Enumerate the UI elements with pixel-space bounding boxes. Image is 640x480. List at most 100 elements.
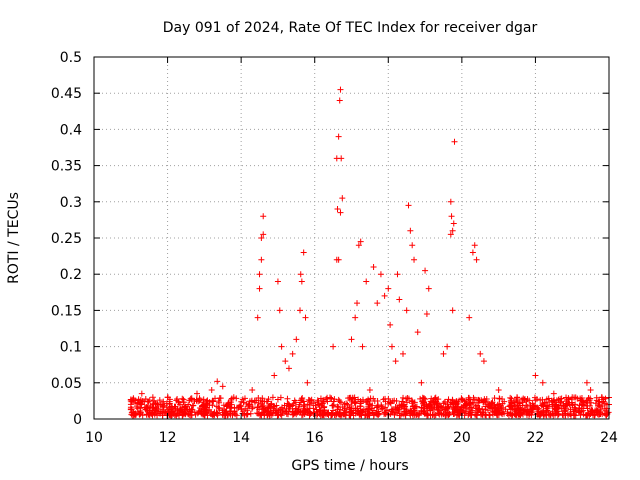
data-point [405, 202, 412, 209]
data-point [598, 394, 605, 401]
background-point [438, 411, 445, 418]
background-point [498, 404, 505, 411]
background-point [166, 401, 173, 408]
background-point [156, 397, 163, 404]
data-point [315, 401, 322, 408]
background-point [283, 405, 290, 412]
data-point [304, 379, 311, 386]
background-point [523, 397, 530, 404]
data-point [258, 235, 265, 241]
background-point [292, 399, 299, 406]
background-point [136, 399, 143, 406]
background-point [433, 400, 440, 407]
data-point [469, 249, 476, 256]
background-point [562, 402, 569, 409]
background-point [336, 398, 343, 405]
background-point [529, 400, 536, 407]
background-point [127, 404, 134, 411]
grid-lines [94, 57, 609, 419]
background-point [461, 398, 468, 405]
y-tick-label: 0.35 [51, 159, 82, 175]
x-tick-label: 18 [379, 430, 397, 446]
background-point [146, 410, 153, 417]
background-point [196, 397, 203, 404]
background-point [393, 398, 400, 405]
background-point [450, 410, 457, 417]
data-point [256, 271, 263, 278]
background-point [413, 403, 420, 410]
background-point [139, 412, 146, 419]
background-point [567, 412, 574, 419]
background-point [181, 404, 188, 411]
background-point [499, 396, 506, 403]
background-point [329, 402, 336, 409]
background-point [211, 409, 218, 416]
background-point [183, 404, 190, 411]
data-point [550, 390, 557, 397]
background-point [453, 401, 460, 408]
background-point [563, 405, 570, 412]
background-point [375, 410, 382, 417]
background-point [479, 411, 486, 418]
background-point [499, 410, 506, 417]
background-point [160, 406, 167, 413]
background-point [149, 412, 156, 419]
background-point [214, 410, 221, 417]
background-point [465, 396, 472, 403]
data-point [409, 242, 416, 249]
background-point [409, 398, 416, 405]
background-point [364, 398, 371, 405]
background-point [191, 409, 198, 416]
background-point [241, 395, 248, 402]
background-point [424, 410, 431, 417]
background-point [420, 395, 427, 402]
data-point [569, 394, 576, 401]
background-point [180, 399, 187, 406]
background-point [479, 412, 486, 419]
background-point [385, 395, 392, 402]
background-point [362, 412, 369, 419]
data-point [254, 314, 261, 321]
background-point [298, 396, 305, 403]
data-point [352, 314, 359, 321]
background-point [219, 409, 226, 416]
background-point [185, 401, 192, 408]
data-point [260, 213, 267, 220]
y-tick-label: 0.5 [60, 50, 82, 66]
data-point [422, 267, 429, 274]
background-point [491, 395, 498, 402]
background-point [523, 410, 530, 417]
background-point [449, 397, 456, 404]
background-point [310, 405, 317, 412]
data-point [256, 285, 263, 292]
background-point [128, 409, 135, 416]
background-point [366, 401, 373, 408]
background-point [241, 411, 248, 418]
background-point [295, 408, 302, 415]
background-point [558, 395, 565, 402]
data-point [164, 394, 171, 401]
background-point [457, 406, 464, 413]
background-point [513, 396, 520, 403]
y-tick-label: 0.05 [51, 376, 82, 392]
data-point [532, 372, 539, 379]
data-point [149, 394, 156, 401]
data-point [249, 387, 256, 394]
background-point [460, 402, 467, 409]
data-point [451, 138, 458, 145]
background-point [285, 411, 292, 418]
background-point [188, 412, 195, 419]
background-point [188, 406, 195, 413]
background-point [229, 412, 236, 419]
background-point [337, 399, 344, 406]
y-tick-labels: 0 0.05 0.1 0.15 0.2 0.25 0.3 0.35 0.4 0.45 0.5 [51, 50, 82, 428]
data-point [298, 278, 305, 285]
background-point [242, 405, 249, 412]
background-point [601, 405, 608, 412]
background-point [232, 411, 239, 418]
background-point [419, 394, 426, 401]
background-point [133, 403, 140, 410]
y-tick-label: 0 [73, 412, 82, 428]
background-point [345, 395, 352, 402]
background-point [223, 408, 230, 415]
